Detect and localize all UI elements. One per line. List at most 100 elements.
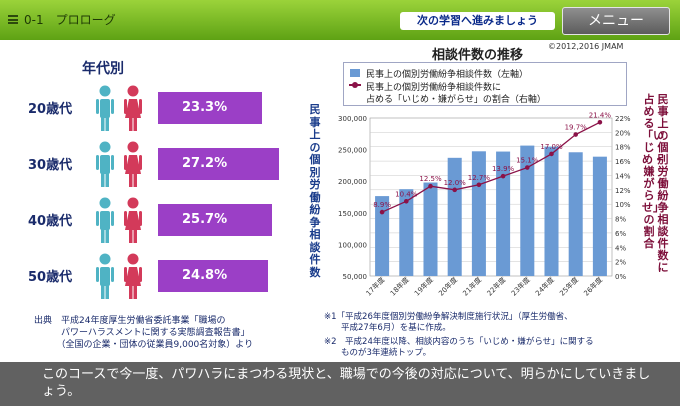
left-tick-label: 150,000 bbox=[338, 210, 367, 218]
line-value-label: 10.4% bbox=[395, 190, 418, 198]
chart-bar bbox=[568, 152, 583, 276]
line-value-label: 13.9% bbox=[492, 165, 515, 173]
age-row: 20歳代 23.3% bbox=[0, 84, 300, 146]
legend-bar-swatch bbox=[350, 69, 360, 77]
line-value-label: 15.1% bbox=[516, 157, 539, 165]
right-tick-label: 22% bbox=[615, 115, 631, 123]
line-value-label: 12.0% bbox=[444, 179, 467, 187]
chart-bar bbox=[423, 182, 438, 276]
line-value-label: 21.4% bbox=[589, 111, 612, 119]
source-citation: 出典 平成24年度厚生労働省委託事業「職場の パワーハラスメントに関する実態調査… bbox=[34, 315, 253, 351]
male-figure-icon bbox=[94, 84, 116, 132]
chart-bar bbox=[520, 145, 535, 276]
note-line: 平成27年6月）を基に作成。 bbox=[324, 323, 451, 333]
percent-label: 25.7% bbox=[182, 212, 228, 227]
chart-title: 相談件数の推移 bbox=[432, 48, 524, 63]
age-group-title: 年代別 bbox=[82, 61, 124, 77]
chart-bar bbox=[471, 151, 486, 276]
percent-label: 23.3% bbox=[182, 100, 228, 115]
legend-line-marker bbox=[352, 82, 358, 88]
list-icon bbox=[8, 15, 18, 24]
chart-bar bbox=[375, 196, 390, 276]
line-value-label: 12.7% bbox=[468, 174, 491, 182]
line-point bbox=[404, 199, 409, 204]
line-value-label: 19.7% bbox=[565, 124, 588, 132]
x-tick-label: 17年度 bbox=[364, 275, 387, 298]
chart-legend: 民事上の個別労働紛争相談件数（左軸） 民事上の個別労働紛争相談件数に 占める「い… bbox=[343, 62, 627, 106]
chart-bar bbox=[544, 146, 559, 276]
x-tick-label: 21年度 bbox=[461, 275, 484, 298]
line-point bbox=[549, 151, 554, 157]
age-label: 30歳代 bbox=[28, 158, 73, 173]
x-tick-label: 23年度 bbox=[509, 275, 532, 298]
right-tick-label: 16% bbox=[615, 158, 631, 166]
right-axis-title-line: 占める「いじめ・嫌がらせ」の割合 bbox=[642, 93, 664, 250]
line-value-label: 12.5% bbox=[419, 175, 442, 183]
left-tick-label: 100,000 bbox=[338, 241, 367, 249]
right-tick-label: 10% bbox=[615, 201, 631, 209]
source-line: パワーハラスメントに関する実態調査報告書」 bbox=[34, 328, 250, 338]
consultation-trend-chart: 0% 2% 4% 6% 8% 10% 12% 14% 16% 18% 20% 22% 50,000 100… bbox=[338, 111, 631, 298]
x-tick-label: 18年度 bbox=[388, 275, 411, 298]
top-bar: 0-1 プロローグ 次の学習へ進みましょう メニュー bbox=[0, 0, 680, 40]
age-row: 30歳代 27.2% bbox=[0, 140, 300, 202]
copyright: ©2012,2016 JMAM bbox=[548, 42, 624, 51]
line-value-label: 17.0% bbox=[540, 143, 563, 151]
age-label: 50歳代 bbox=[28, 270, 73, 285]
right-tick-label: 6% bbox=[615, 230, 626, 238]
line-point bbox=[452, 187, 457, 193]
line-value-label: 8.9% bbox=[373, 201, 391, 209]
x-tick-label: 19年度 bbox=[412, 275, 435, 298]
right-axis-title: 民事上の個別労働紛争相談件数に 占める「いじめ・嫌がらせ」の割合 bbox=[634, 94, 674, 294]
chart-bar bbox=[447, 157, 462, 276]
right-tick-label: 2% bbox=[615, 259, 626, 267]
right-tick-label: 18% bbox=[615, 144, 631, 152]
chart-bar bbox=[399, 189, 414, 276]
narration-text: このコースで今一度、パワハラにまつわる現状と、職場での今後の対応について、明らか… bbox=[42, 367, 651, 399]
right-tick-label: 4% bbox=[615, 244, 626, 252]
next-lesson-banner[interactable]: 次の学習へ進みましょう bbox=[400, 12, 555, 30]
line-point bbox=[573, 132, 578, 137]
chart-bar bbox=[592, 156, 607, 276]
source-line: 出典 平成24年度厚生労働省委託事業「職場の bbox=[34, 316, 226, 326]
right-tick-label: 20% bbox=[615, 129, 631, 137]
menu-button[interactable]: メニュー bbox=[562, 7, 670, 35]
percent-bar bbox=[158, 92, 262, 124]
line-point bbox=[379, 209, 385, 215]
chart-note: ※2 平成24年度以降、相談内容のうち「いじめ・嫌がらせ」に関する ものが3年連… bbox=[324, 337, 594, 359]
percent-bar bbox=[158, 148, 280, 180]
male-figure-icon bbox=[94, 252, 116, 300]
line-point bbox=[525, 165, 530, 170]
right-tick-label: 0% bbox=[615, 273, 626, 281]
right-tick-label: 14% bbox=[615, 172, 631, 180]
age-row: 50歳代 24.8% bbox=[0, 252, 300, 314]
right-tick-label: 12% bbox=[615, 187, 631, 195]
note-line: ものが3年連続トップ。 bbox=[324, 348, 432, 358]
legend-label: 占める「いじめ・嫌がらせ」の割合（右軸） bbox=[366, 95, 546, 105]
narration-bar: このコースで今一度、パワハラにまつわる現状と、職場での今後の対応について、明らか… bbox=[0, 362, 680, 406]
line-point bbox=[476, 182, 482, 188]
percent-bar bbox=[158, 204, 273, 236]
chart-bar bbox=[496, 151, 511, 276]
female-figure-icon bbox=[122, 84, 144, 132]
x-tick-label: 24年度 bbox=[533, 275, 556, 298]
source-line: （全国の企業・団体の従業員9,000名対象）より bbox=[34, 340, 254, 350]
x-tick-label: 26年度 bbox=[582, 275, 605, 298]
lesson-title: 0-1 プロローグ bbox=[24, 13, 116, 27]
percent-bar bbox=[158, 260, 269, 292]
chart-note: ※1「平成26年度個別労働紛争解決制度施行状況」（厚生労働省、 平成27年6月）… bbox=[324, 312, 573, 334]
note-line: ※1「平成26年度個別労働紛争解決制度施行状況」（厚生労働省、 bbox=[324, 312, 573, 322]
left-tick-label: 50,000 bbox=[343, 273, 368, 281]
x-tick-label: 20年度 bbox=[437, 275, 460, 298]
age-label: 40歳代 bbox=[28, 214, 73, 229]
x-tick-label: 25年度 bbox=[558, 275, 581, 298]
female-figure-icon bbox=[122, 252, 144, 300]
percent-label: 24.8% bbox=[182, 268, 228, 283]
legend-label: 民事上の個別労働紛争相談件数に bbox=[366, 83, 502, 93]
male-figure-icon bbox=[94, 140, 116, 188]
female-figure-icon bbox=[122, 140, 144, 188]
left-tick-label: 200,000 bbox=[338, 178, 367, 186]
right-axis-title-line: 民事上の個別労働紛争相談件数に bbox=[657, 93, 669, 274]
line-point bbox=[428, 183, 433, 189]
x-tick-label: 22年度 bbox=[485, 275, 508, 298]
